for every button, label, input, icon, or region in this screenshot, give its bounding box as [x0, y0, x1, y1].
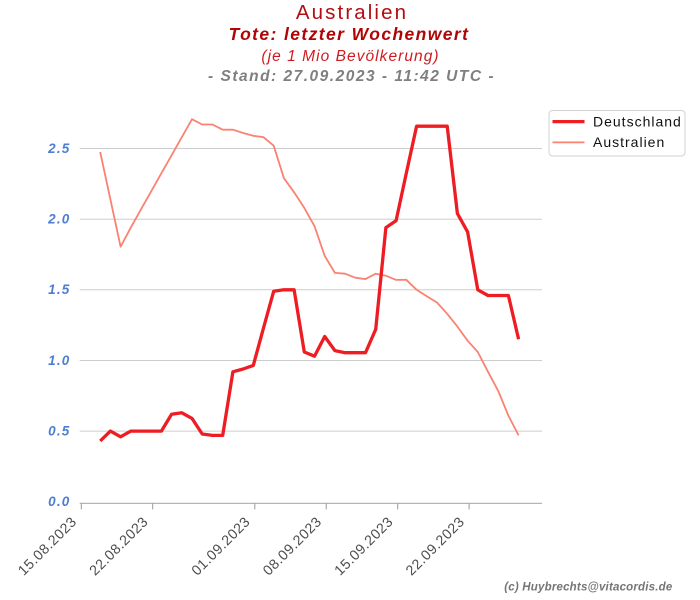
svg-text:2.0: 2.0 — [47, 212, 70, 227]
svg-text:2.5: 2.5 — [47, 141, 70, 156]
svg-text:(je 1 Mio Bevölkerung): (je 1 Mio Bevölkerung) — [261, 48, 439, 65]
svg-text:Tote: letzter Wochenwert: Tote: letzter Wochenwert — [229, 24, 470, 44]
svg-text:1.5: 1.5 — [48, 282, 70, 297]
svg-text:0.0: 0.0 — [48, 494, 70, 509]
svg-text:- Stand: 27.09.2023 - 11:42 UT: - Stand: 27.09.2023 - 11:42 UTC - — [208, 68, 495, 85]
svg-text:Australien: Australien — [296, 1, 408, 24]
svg-text:(c) Huybrechts@vitacordis.de: (c) Huybrechts@vitacordis.de — [504, 582, 673, 594]
svg-text:Deutschland: Deutschland — [593, 113, 682, 129]
svg-text:1.0: 1.0 — [48, 353, 70, 368]
svg-text:0.5: 0.5 — [48, 423, 70, 438]
svg-text:Australien: Australien — [593, 134, 665, 150]
